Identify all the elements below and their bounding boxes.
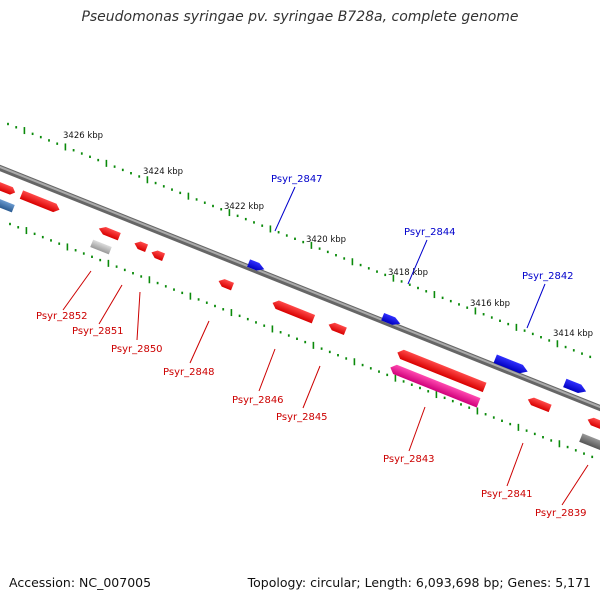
gene-feature[interactable] xyxy=(217,277,234,291)
gene-feature[interactable] xyxy=(0,179,17,196)
gene-feature[interactable] xyxy=(396,348,487,393)
gene-feature[interactable] xyxy=(381,312,402,327)
gene-feature[interactable] xyxy=(150,249,166,261)
forward-gene-labels: Psyr_2847 Psyr_2844 Psyr_2842 xyxy=(271,174,574,282)
kbp-label: 3420 kbp xyxy=(306,235,346,245)
lower-tick-track xyxy=(9,222,594,459)
kbp-label: 3426 kbp xyxy=(63,131,103,141)
gene-label[interactable]: Psyr_2846 xyxy=(232,395,284,406)
gene-label[interactable]: Psyr_2847 xyxy=(271,174,323,185)
gene-label[interactable]: Psyr_2841 xyxy=(481,489,533,500)
gene-feature[interactable] xyxy=(19,190,61,214)
gene-feature[interactable] xyxy=(97,225,121,241)
gene-feature[interactable] xyxy=(493,354,530,376)
genome-stats-text: Topology: circular; Length: 6,093,698 bp… xyxy=(247,575,591,590)
kbp-label: 3414 kbp xyxy=(553,329,593,339)
gene-feature[interactable] xyxy=(0,196,15,213)
kbp-label: 3418 kbp xyxy=(388,268,428,278)
gene-feature[interactable] xyxy=(579,433,600,451)
gene-label[interactable]: Psyr_2843 xyxy=(383,454,435,465)
gene-label[interactable]: Psyr_2850 xyxy=(111,344,163,355)
gene-feature[interactable] xyxy=(563,378,588,396)
accession-text: Accession: NC_007005 xyxy=(9,575,152,590)
gene-label[interactable]: Psyr_2852 xyxy=(36,311,88,322)
gene-label[interactable]: Psyr_2844 xyxy=(404,227,456,238)
forward-genes xyxy=(0,179,588,396)
genome-title: Pseudomonas syringae pv. syringae B728a,… xyxy=(81,9,519,25)
gene-label[interactable]: Psyr_2848 xyxy=(163,367,215,378)
gene-feature[interactable] xyxy=(586,416,600,432)
reverse-genes xyxy=(90,225,600,451)
gene-feature[interactable] xyxy=(133,240,149,252)
reverse-gene-labels: Psyr_2852 Psyr_2851 Psyr_2850 Psyr_2848 … xyxy=(36,311,587,519)
gene-label[interactable]: Psyr_2851 xyxy=(72,326,124,337)
kbp-label: 3416 kbp xyxy=(470,299,510,309)
gene-feature[interactable] xyxy=(327,321,347,336)
gene-feature[interactable] xyxy=(90,239,112,255)
kbp-label: 3424 kbp xyxy=(143,167,183,177)
gene-feature[interactable] xyxy=(526,396,552,413)
gene-label[interactable]: Psyr_2842 xyxy=(522,271,574,282)
gene-label[interactable]: Psyr_2845 xyxy=(276,412,328,423)
gene-feature[interactable] xyxy=(389,363,481,408)
kbp-scale-labels: 3426 kbp 3424 kbp 3422 kbp 3420 kbp 3418… xyxy=(63,131,593,339)
gene-feature[interactable] xyxy=(271,299,316,324)
gene-feature[interactable] xyxy=(247,259,266,273)
leader-lines xyxy=(62,186,589,506)
upper-tick-track xyxy=(7,122,592,359)
kbp-label: 3422 kbp xyxy=(224,202,264,212)
gene-label[interactable]: Psyr_2839 xyxy=(535,508,587,519)
genome-backbone xyxy=(0,164,600,412)
